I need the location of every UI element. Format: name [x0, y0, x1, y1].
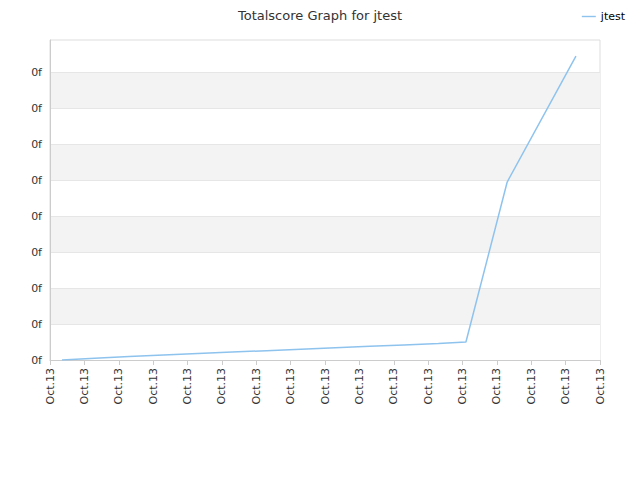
svg-text:Oct.13: Oct.13 [353, 368, 366, 405]
svg-text:Oct.13: Oct.13 [284, 368, 297, 405]
svg-text:Oct.13: Oct.13 [559, 368, 572, 405]
svg-text:Totalscore Graph for jtest: Totalscore Graph for jtest [237, 8, 402, 23]
svg-text:Oct.13: Oct.13 [525, 368, 538, 405]
svg-text:0f: 0f [31, 282, 43, 295]
svg-text:0f: 0f [31, 174, 43, 187]
svg-text:0f: 0f [31, 246, 43, 259]
svg-text:jtest: jtest [600, 10, 626, 23]
svg-text:0f: 0f [31, 102, 43, 115]
svg-text:0f: 0f [31, 210, 43, 223]
svg-text:Oct.13: Oct.13 [422, 368, 435, 405]
svg-text:0f: 0f [31, 138, 43, 151]
svg-text:0f: 0f [31, 354, 43, 367]
svg-text:Oct.13: Oct.13 [456, 368, 469, 405]
svg-text:0f: 0f [31, 66, 43, 79]
svg-text:Oct.13: Oct.13 [147, 368, 160, 405]
svg-text:Oct.13: Oct.13 [181, 368, 194, 405]
svg-text:Oct.13: Oct.13 [594, 368, 607, 405]
svg-text:Oct.13: Oct.13 [490, 368, 503, 405]
svg-text:Oct.13: Oct.13 [387, 368, 400, 405]
svg-text:Oct.13: Oct.13 [78, 368, 91, 405]
svg-text:Oct.13: Oct.13 [44, 368, 57, 405]
svg-text:Oct.13: Oct.13 [250, 368, 263, 405]
svg-text:Oct.13: Oct.13 [112, 368, 125, 405]
svg-text:Oct.13: Oct.13 [215, 368, 228, 405]
svg-text:0f: 0f [31, 318, 43, 331]
svg-text:Oct.13: Oct.13 [319, 368, 332, 405]
